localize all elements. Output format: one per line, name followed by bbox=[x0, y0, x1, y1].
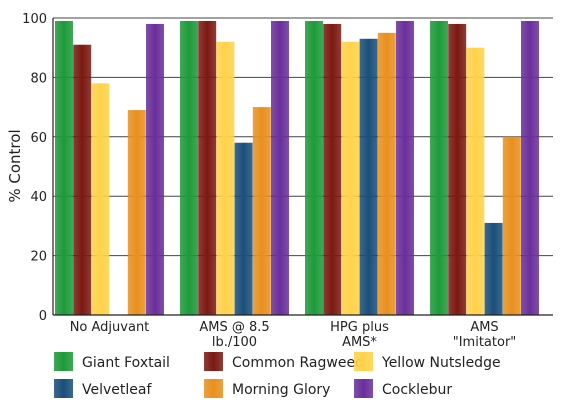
bar-common-ragweed bbox=[73, 44, 92, 315]
bar-morning-glory bbox=[127, 110, 146, 315]
y-tick-label: 100 bbox=[22, 12, 47, 27]
y-axis-label: % Control bbox=[6, 129, 24, 202]
bars bbox=[55, 20, 539, 315]
x-category-label: lb./100 bbox=[212, 335, 257, 350]
legend-swatch-common-ragweed bbox=[204, 352, 223, 371]
y-tick-label: 60 bbox=[30, 131, 47, 146]
bar-morning-glory bbox=[377, 32, 396, 315]
bar-yellow-nutsledge bbox=[341, 41, 360, 315]
bar-velvetleaf bbox=[359, 38, 378, 315]
legend-label-cocklebur: Cocklebur bbox=[382, 382, 452, 398]
legend-swatch-cocklebur bbox=[354, 379, 373, 398]
bar-cocklebur bbox=[271, 20, 289, 315]
legend-label-velvetleaf: Velvetleaf bbox=[82, 382, 152, 398]
bar-cocklebur bbox=[146, 23, 164, 315]
y-tick-label: 0 bbox=[39, 309, 47, 324]
x-category-label: HPG plus bbox=[330, 320, 389, 335]
bar-common-ragweed bbox=[323, 23, 342, 315]
bar-morning-glory bbox=[252, 107, 271, 315]
y-tick-labels: 0 20 40 60 80 100 bbox=[22, 12, 47, 324]
bar-yellow-nutsledge bbox=[216, 41, 235, 315]
legend-label-common-ragweed: Common Ragweed bbox=[232, 355, 364, 371]
x-category-label: AMS bbox=[470, 320, 498, 335]
x-category-label: AMS @ 8.5 bbox=[199, 320, 269, 335]
legend: Giant Foxtail Common Ragweed Yellow Nutsle… bbox=[54, 352, 501, 398]
bar-cocklebur bbox=[396, 20, 414, 315]
bar-common-ragweed bbox=[448, 23, 467, 315]
bar-giant-foxtail bbox=[180, 20, 198, 315]
bar-giant-foxtail bbox=[55, 20, 73, 315]
bar-common-ragweed bbox=[198, 20, 217, 315]
bar-velvetleaf bbox=[234, 142, 253, 315]
legend-swatch-velvetleaf bbox=[54, 379, 73, 398]
legend-label-morning-glory: Morning Glory bbox=[232, 382, 330, 398]
bar-giant-foxtail bbox=[305, 20, 323, 315]
x-category-label: "Imitator" bbox=[453, 335, 517, 350]
bar-yellow-nutsledge bbox=[91, 83, 110, 315]
x-category-label: No Adjuvant bbox=[70, 320, 150, 335]
x-category-label: AMS* bbox=[342, 335, 377, 350]
bar-morning-glory bbox=[502, 136, 521, 315]
bar-velvetleaf bbox=[484, 222, 503, 315]
legend-swatch-yellow-nutsledge bbox=[354, 352, 373, 371]
legend-label-giant-foxtail: Giant Foxtail bbox=[82, 355, 170, 371]
legend-label-yellow-nutsledge: Yellow Nutsledge bbox=[381, 355, 501, 371]
y-tick-label: 40 bbox=[30, 190, 47, 205]
y-tick-label: 20 bbox=[30, 250, 47, 265]
bar-giant-foxtail bbox=[430, 20, 448, 315]
bar-cocklebur bbox=[521, 20, 539, 315]
bar-yellow-nutsledge bbox=[466, 47, 485, 315]
y-tick-label: 80 bbox=[30, 71, 47, 86]
legend-swatch-morning-glory bbox=[204, 379, 223, 398]
legend-swatch-giant-foxtail bbox=[54, 352, 73, 371]
axes bbox=[52, 18, 553, 316]
